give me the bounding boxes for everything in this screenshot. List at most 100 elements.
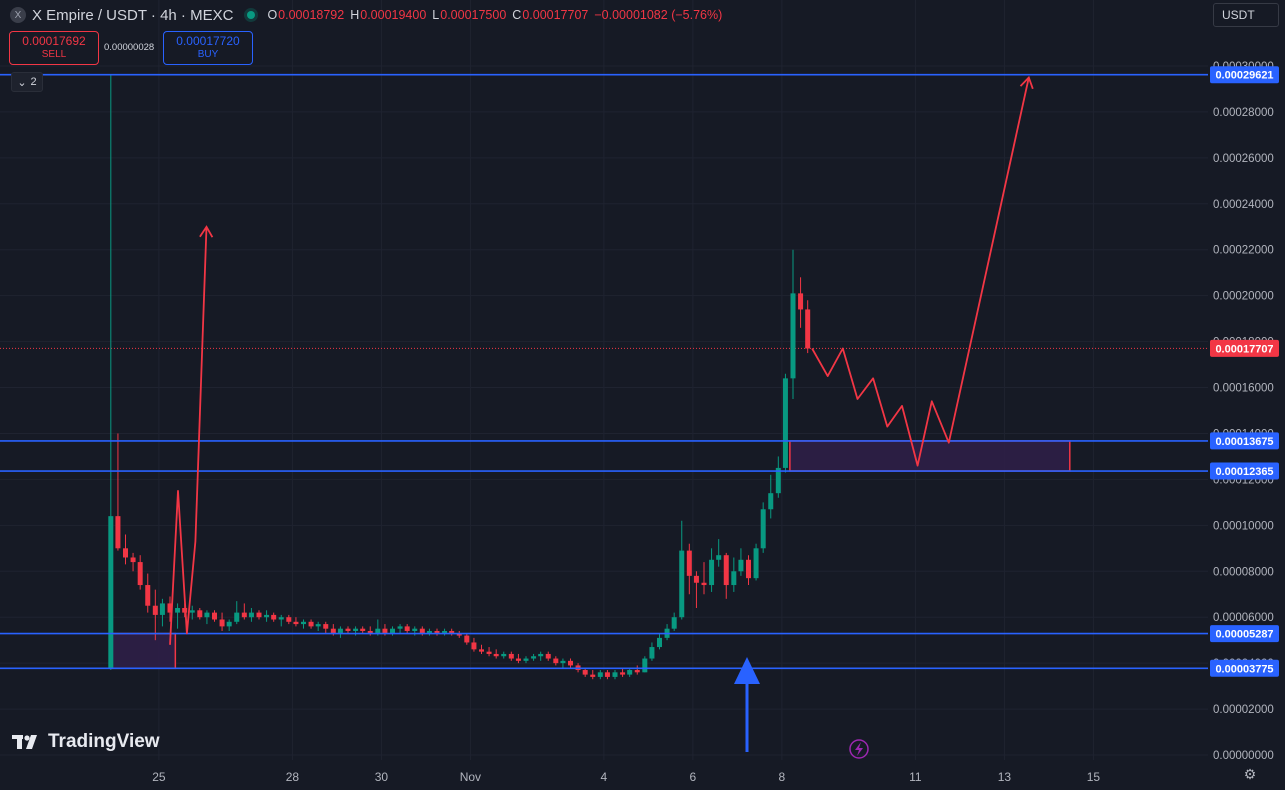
arrowhead-icon [1019, 75, 1034, 90]
candle-body [301, 621, 306, 625]
candle-body [412, 628, 418, 631]
candle-body [723, 555, 729, 586]
candle [456, 630, 462, 638]
y-tick-label: 0.00026000 [1213, 153, 1274, 165]
candle-body [686, 550, 692, 576]
buy-label: BUY [197, 49, 219, 60]
candle-body [464, 635, 470, 643]
candle [560, 658, 566, 668]
candle-body [286, 617, 292, 622]
candle-body [620, 672, 626, 675]
candle [434, 628, 440, 636]
lightning-event-icon[interactable] [849, 739, 869, 759]
tradingview-logo-icon [12, 735, 37, 749]
candle-body [323, 624, 329, 629]
candle [538, 651, 544, 661]
horizontal-levels[interactable] [0, 73, 1208, 670]
zone-rect[interactable] [789, 440, 1071, 472]
candle [286, 614, 292, 625]
currency-selector[interactable]: USDT [1213, 3, 1279, 27]
candle [301, 619, 306, 629]
candle [486, 647, 492, 657]
x-tick-label: 6 [690, 770, 697, 784]
candle-body [597, 672, 603, 677]
candle-body [471, 642, 477, 650]
candle-body [805, 309, 811, 349]
high-value: 0.00019400 [360, 8, 427, 22]
price-label: 0.00012365 [1210, 462, 1279, 480]
candle [212, 610, 217, 622]
candle-body [701, 582, 707, 586]
zone-rect[interactable] [109, 632, 177, 670]
candle [175, 603, 181, 629]
candle-body [553, 658, 559, 664]
candle-body [226, 621, 232, 627]
candle [115, 433, 121, 551]
candle [738, 548, 744, 576]
price-label-text: 0.00013675 [1215, 436, 1273, 448]
candle-body [642, 658, 648, 673]
candle-body [345, 628, 351, 631]
buy-price: 0.00017720 [176, 34, 240, 48]
price-axis[interactable]: 0.000300000.000280000.000260000.00024000… [1208, 0, 1285, 790]
price-label: 0.00029621 [1210, 66, 1279, 84]
price-label-bg [1210, 625, 1279, 643]
candle-body [360, 628, 366, 631]
x-tick-label: Nov [460, 770, 481, 784]
sell-label: SELL [41, 49, 67, 60]
candle-body [189, 610, 195, 613]
time-axis[interactable]: 25 28 30 Nov 4 6 8 11 13 15 [152, 770, 1100, 784]
candle-body [204, 612, 210, 618]
candle [337, 626, 343, 638]
candle [531, 653, 537, 661]
market-status-icon[interactable] [247, 11, 256, 19]
ohlc-values: O0.00018792 H0.00019400 L0.00017500 C0.0… [267, 8, 722, 22]
symbol-title[interactable]: X Empire / USDT · 4h · MEXC [32, 6, 234, 24]
candle-body [219, 619, 225, 627]
candle [108, 75, 114, 671]
candle [308, 619, 314, 629]
candle [723, 552, 729, 599]
candle [523, 656, 529, 664]
candle [515, 653, 521, 664]
price-label: 0.00005287 [1210, 625, 1279, 643]
candle [545, 651, 551, 661]
candle [620, 667, 626, 677]
candle-body [197, 610, 203, 618]
x-tick-label: 15 [1087, 770, 1101, 784]
x-tick-label: 28 [286, 770, 300, 784]
candle-body [627, 670, 633, 675]
candle-body [442, 630, 448, 634]
candle [805, 300, 811, 354]
x-tick-label: 11 [909, 770, 922, 784]
candle [701, 562, 707, 595]
candle [145, 573, 151, 613]
candle-body [657, 637, 662, 648]
low-value: 0.00017500 [440, 8, 507, 22]
projection-path [811, 77, 1030, 467]
candle-body [731, 571, 737, 586]
candle [790, 249, 796, 400]
candle [568, 658, 573, 668]
candle [493, 649, 499, 659]
sell-button[interactable]: 0.00017692 SELL [9, 31, 99, 65]
candle [775, 456, 781, 498]
candle-body [382, 628, 388, 634]
candle-body [693, 575, 699, 583]
candle-body [108, 516, 114, 668]
candle-body [479, 649, 484, 652]
candle-body [798, 293, 804, 310]
price-label-bg [1210, 339, 1279, 357]
tradingview-brand[interactable]: TradingView [12, 731, 160, 753]
price-label-bg [1210, 659, 1279, 677]
candle [219, 612, 225, 631]
candle-body [568, 660, 573, 666]
candle-body [397, 626, 403, 629]
indicators-collapse-button[interactable]: ⌄ 2 [11, 72, 43, 92]
close-value: 0.00017707 [522, 8, 589, 22]
settings-gear-icon[interactable]: ⚙ [1243, 766, 1257, 782]
buy-button[interactable]: 0.00017720 BUY [163, 31, 253, 65]
candle [278, 614, 284, 627]
candle-body [649, 647, 655, 659]
